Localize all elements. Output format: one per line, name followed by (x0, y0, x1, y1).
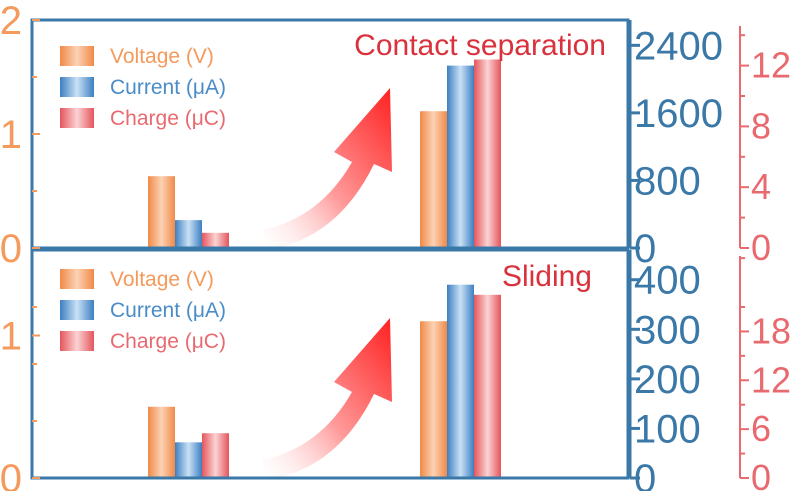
legend-label-current: Current (μA) (110, 299, 226, 322)
legend-swatch-charge (60, 331, 94, 351)
bar-charge (202, 232, 229, 248)
legend-label-voltage: Voltage (V) (110, 268, 214, 291)
tick-label-charge: 12 (751, 45, 791, 86)
legend-label-current: Current (μA) (110, 76, 226, 99)
legend-label-charge: Charge (μC) (110, 330, 226, 353)
bar-charge (202, 433, 229, 478)
tick-label-current: 0 (634, 227, 656, 271)
legend-swatch-current (60, 77, 94, 97)
bar-voltage (420, 321, 447, 478)
bar-current (175, 220, 202, 248)
tick-label-current: 0 (634, 457, 656, 491)
bar-charge (474, 59, 501, 248)
bar-current (175, 442, 202, 478)
bar-current (447, 65, 474, 248)
tick-label-current: 400 (634, 259, 701, 303)
legend-swatch-voltage (60, 269, 94, 289)
tick-label-voltage: 0 (0, 457, 22, 491)
tick-label-voltage: 0 (0, 227, 22, 271)
panel-title: Sliding (502, 260, 592, 293)
tick-label-charge: 0 (751, 457, 771, 491)
legend-swatch-voltage (60, 46, 94, 66)
tick-label-current: 2400 (634, 24, 723, 68)
tick-label-voltage: 2 (0, 0, 22, 43)
tick-label-charge: 18 (751, 310, 791, 351)
tick-label-current: 1600 (634, 92, 723, 136)
tick-label-current: 200 (634, 358, 701, 402)
bar-voltage (420, 111, 447, 248)
tick-label-voltage: 1 (0, 315, 22, 359)
bar-voltage (148, 406, 175, 478)
tick-label-current: 800 (634, 159, 701, 203)
arrow-icon (262, 318, 392, 480)
tick-label-charge: 8 (751, 105, 771, 146)
tick-label-charge: 4 (751, 166, 771, 207)
tick-label-current: 100 (634, 407, 701, 451)
tick-label-current: 300 (634, 308, 701, 352)
tick-label-voltage: 1 (0, 113, 22, 157)
tick-label-charge: 0 (751, 227, 771, 268)
tick-label-charge: 12 (751, 359, 791, 400)
panel-title: Contact separation (354, 29, 606, 62)
bar-current (447, 284, 474, 478)
bar-voltage (148, 176, 175, 248)
legend-swatch-charge (60, 108, 94, 128)
legend-swatch-current (60, 300, 94, 320)
tick-label-charge: 6 (751, 408, 771, 449)
arrow-icon (262, 88, 392, 250)
legend-label-voltage: Voltage (V) (110, 45, 214, 68)
bar-charge (474, 294, 501, 478)
legend-label-charge: Charge (μC) (110, 107, 226, 130)
